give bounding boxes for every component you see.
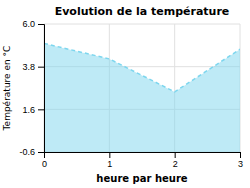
line <box>44 43 240 91</box>
x-tick-label: 0 <box>42 159 47 169</box>
x-tick: 0 <box>42 152 47 169</box>
y-axis-line <box>38 25 45 153</box>
y-tick: 6.0 <box>22 19 44 29</box>
y-tick-mark <box>38 152 44 153</box>
grid-line-y <box>44 24 240 25</box>
x-tick-label: 3 <box>238 159 243 169</box>
chart: 0 1 2 3 -0.6 1.6 3.8 6.0 Evolution de la tempéra… <box>0 0 250 188</box>
y-tick: 3.8 <box>22 62 44 72</box>
y-tick-label: -0.6 <box>19 147 35 157</box>
y-tick: 1.6 <box>22 105 44 115</box>
y-tick: -0.6 <box>19 147 44 157</box>
x-tick-label: 1 <box>107 159 112 169</box>
x-tick-mark <box>175 152 176 158</box>
plot: 0 1 2 3 -0.6 1.6 3.8 6.0 <box>19 19 243 169</box>
grid <box>44 24 240 152</box>
y-tick-label: 1.6 <box>22 105 35 115</box>
y-tick-mark <box>38 109 44 110</box>
y-tick-mark <box>38 24 44 25</box>
x-tick-mark <box>240 152 241 158</box>
title: Evolution de la température <box>55 5 230 18</box>
marks <box>44 43 240 152</box>
x-tick-mark <box>109 152 110 158</box>
x-axis: 0 1 2 3 <box>42 152 243 169</box>
area <box>44 43 240 152</box>
y-tick-mark <box>38 67 44 68</box>
x-axis-title: heure par heure <box>96 173 187 184</box>
y-axis-title: Température en °C <box>2 46 12 132</box>
y-tick-label: 3.8 <box>22 62 35 72</box>
x-tick: 2 <box>173 152 178 169</box>
y-axis: -0.6 1.6 3.8 6.0 <box>19 19 44 157</box>
y-tick-label: 6.0 <box>22 19 35 29</box>
x-tick: 1 <box>107 152 112 169</box>
x-axis-line <box>45 153 241 159</box>
x-tick-label: 2 <box>173 159 178 169</box>
x-tick: 3 <box>238 152 243 169</box>
